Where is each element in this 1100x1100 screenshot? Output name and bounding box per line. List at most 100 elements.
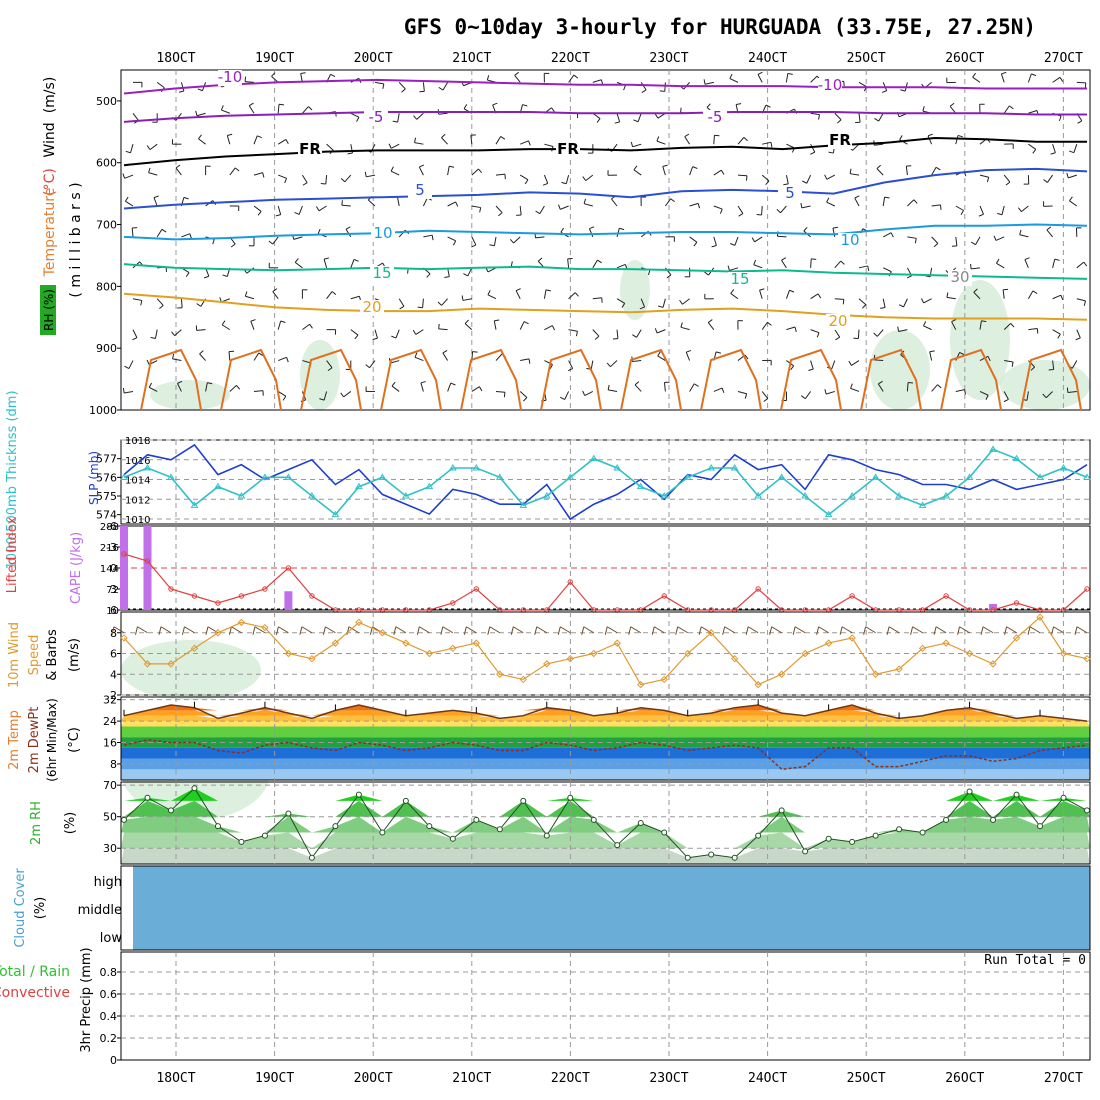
wind-barb-flag [551, 107, 555, 113]
wind-barb [737, 205, 744, 214]
lifted-index-point [1084, 586, 1090, 592]
wind-barb-flag [1024, 257, 1030, 260]
lifted-index-point [309, 593, 315, 599]
contour-label: -5 [369, 108, 384, 126]
wind-barb-flag [479, 207, 482, 213]
rh-point [943, 816, 950, 823]
surface-wind-barb [888, 626, 900, 634]
wind-barb-flag [711, 245, 717, 248]
thickness-point [472, 464, 481, 471]
wind-barb [174, 329, 182, 337]
wind-barb-flag [262, 172, 265, 178]
rh-legend-swatch [40, 285, 56, 335]
surface-wind-barb [184, 626, 195, 634]
wind-barb-flag [582, 176, 587, 181]
wind-barb-flag [639, 306, 645, 310]
thickness-point [801, 492, 810, 499]
wind-barb [149, 143, 158, 150]
wind-speed-point [167, 660, 175, 668]
cape-bar [284, 591, 293, 610]
wind-barb [810, 329, 820, 334]
surface-wind-barb [489, 626, 501, 634]
wind-barb [906, 382, 909, 392]
wind-barb-flag [657, 351, 661, 357]
wind-barb [874, 143, 884, 146]
surface-wind-barb-flag [228, 626, 232, 635]
wind-barb-flag [574, 292, 579, 297]
wind-speed-point [730, 654, 739, 663]
wind-barb [780, 205, 787, 214]
lifted-index-line [123, 553, 1088, 611]
wind-barb [929, 351, 933, 361]
date-axes: 18OCT 18OCT 19OCT 19OCT 20OCT 20OCT 21OCT 21OCT… [156, 51, 1083, 1086]
wind-barb [471, 386, 480, 392]
lifted-index-point [168, 586, 174, 592]
wind-barb-flag [922, 321, 927, 327]
surface-wind-barb-flag [1074, 626, 1078, 635]
wind-barb [148, 172, 158, 176]
thickness-point [871, 473, 880, 480]
contour-label: 20 [362, 298, 381, 316]
wind-barb [923, 325, 932, 331]
wind-speed-point [519, 675, 528, 684]
wind-barb-flag [1032, 149, 1037, 154]
contour-label: FR [299, 140, 321, 158]
thickness-tick-label: 577 [96, 453, 117, 466]
wind-barb-flag [1050, 152, 1056, 155]
temp-frame [120, 696, 1091, 781]
chart-title: GFS 0~10day 3-hourly for HURGUADA (33.75… [404, 15, 1036, 39]
bottom-date-label: 24OCT [748, 1071, 787, 1086]
wind-barb [1028, 360, 1036, 368]
wind-barb [786, 326, 796, 331]
wind-barb-flag [913, 199, 918, 204]
wind-barb [876, 329, 884, 337]
cape-tick-label: 288 [100, 522, 119, 533]
wind-barb-flag [178, 90, 185, 93]
wind-speed-point [355, 618, 363, 627]
surface-wind-barb-flag [980, 626, 984, 635]
wind-barb-flag [284, 178, 288, 184]
wind-barb-flag [542, 182, 548, 186]
surface-wind-barb-flag [181, 626, 185, 635]
cloud-level-label: low [100, 931, 123, 946]
wind-barb-flag [316, 206, 320, 212]
wind-speed-point [871, 670, 880, 678]
thickness-point [730, 464, 739, 471]
wind-barb [979, 320, 982, 330]
surface-wind-barb [583, 626, 595, 634]
wind-barb [737, 137, 745, 145]
surface-wind-barb-flag [886, 626, 890, 635]
wind-barb-flag [442, 349, 448, 354]
wind-barb [907, 236, 917, 239]
wind-barb [973, 291, 981, 300]
wind-barb [616, 113, 621, 123]
temp-band [121, 737, 1090, 748]
wind-barb-flag [330, 73, 336, 78]
wind-barb-flag [767, 321, 772, 326]
wind-barb-flag [973, 288, 978, 293]
warm-contour [300, 348, 362, 411]
wind-barb [592, 297, 602, 300]
wind-barb-flag [220, 105, 224, 111]
wind-barb-flag [757, 71, 763, 75]
wind-barb-flag [494, 319, 500, 322]
wind-speed-point [496, 670, 504, 678]
wind-barb-flag [124, 365, 130, 370]
surface-wind-barb [818, 626, 829, 634]
wind-barb [949, 105, 957, 114]
wind-barb [253, 172, 263, 176]
rh-point [285, 810, 292, 817]
wind-barb [221, 324, 231, 331]
wind-barb [905, 166, 908, 176]
rh-point [308, 854, 315, 861]
surface-wind-barb [1006, 626, 1017, 634]
wind-barb-flag [720, 169, 725, 175]
wind-barb-flag [738, 213, 744, 217]
wind-speed-point [895, 665, 903, 673]
wind-barb-flag [658, 305, 664, 308]
surface-wind-barb [231, 626, 242, 634]
top-date-label: 19OCT [255, 51, 294, 66]
wind-barb-flag [498, 212, 503, 217]
wind-barb-flag [835, 336, 840, 341]
